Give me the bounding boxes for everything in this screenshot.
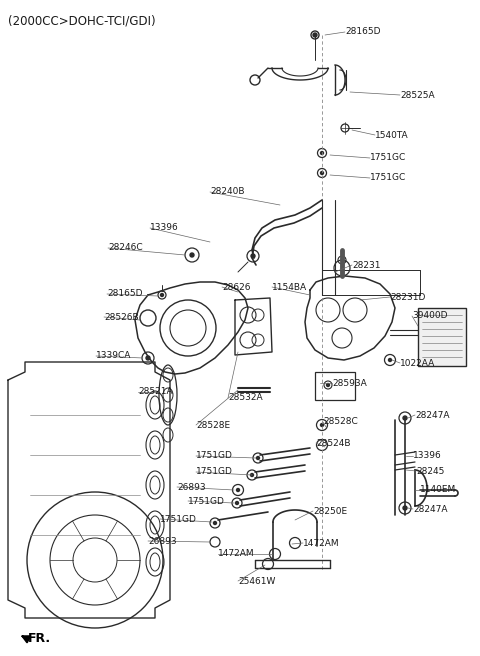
- Text: 1140EM: 1140EM: [420, 485, 456, 495]
- Circle shape: [214, 522, 216, 525]
- Text: 1540TA: 1540TA: [375, 131, 408, 140]
- Circle shape: [237, 489, 240, 491]
- Text: (2000CC>DOHC-TCI/GDI): (2000CC>DOHC-TCI/GDI): [8, 14, 156, 27]
- Text: 28250E: 28250E: [313, 506, 347, 516]
- Text: 28626: 28626: [222, 283, 251, 291]
- Text: 28528C: 28528C: [323, 417, 358, 426]
- Text: 1751GD: 1751GD: [196, 451, 233, 461]
- Text: 28245: 28245: [416, 466, 444, 476]
- Circle shape: [321, 424, 324, 426]
- Text: 1472AM: 1472AM: [303, 539, 340, 548]
- Text: 28593A: 28593A: [332, 379, 367, 388]
- Text: 1339CA: 1339CA: [96, 352, 132, 361]
- Text: 28524B: 28524B: [316, 438, 350, 447]
- Text: 1154BA: 1154BA: [272, 283, 307, 291]
- Text: 28526B: 28526B: [104, 312, 139, 321]
- Text: 28528E: 28528E: [196, 420, 230, 430]
- Circle shape: [388, 358, 392, 361]
- Text: 28240B: 28240B: [210, 188, 244, 197]
- Circle shape: [146, 356, 150, 360]
- Text: 1751GC: 1751GC: [370, 154, 406, 163]
- Circle shape: [326, 384, 329, 386]
- Circle shape: [403, 416, 407, 420]
- Text: FR.: FR.: [28, 632, 51, 644]
- Text: 25461W: 25461W: [238, 577, 276, 586]
- Text: 1751GD: 1751GD: [188, 497, 225, 506]
- Circle shape: [256, 457, 260, 459]
- Circle shape: [313, 33, 317, 37]
- Text: 28165D: 28165D: [107, 289, 143, 298]
- Text: 28231D: 28231D: [390, 293, 425, 302]
- Text: 28247A: 28247A: [415, 411, 449, 419]
- Circle shape: [321, 152, 324, 155]
- Text: 26893: 26893: [177, 483, 205, 491]
- Text: 26893: 26893: [148, 537, 177, 546]
- Text: 13396: 13396: [413, 451, 442, 461]
- Circle shape: [160, 293, 164, 297]
- Text: 28521A: 28521A: [138, 388, 173, 396]
- Circle shape: [251, 474, 253, 476]
- Circle shape: [251, 254, 255, 258]
- Text: 28247A: 28247A: [413, 504, 447, 514]
- Text: 1751GD: 1751GD: [160, 514, 197, 523]
- Text: 28231: 28231: [352, 260, 381, 270]
- Text: 28246C: 28246C: [108, 243, 143, 253]
- Text: 28532A: 28532A: [228, 394, 263, 403]
- Circle shape: [321, 171, 324, 174]
- Text: 1751GC: 1751GC: [370, 173, 406, 182]
- Text: 28525A: 28525A: [400, 91, 434, 100]
- Text: 39400D: 39400D: [412, 312, 447, 321]
- Text: 1472AM: 1472AM: [218, 550, 254, 558]
- Text: 1751GD: 1751GD: [196, 468, 233, 476]
- Text: 28165D: 28165D: [345, 28, 381, 37]
- Circle shape: [236, 501, 239, 504]
- Text: 13396: 13396: [150, 224, 179, 232]
- FancyBboxPatch shape: [418, 308, 466, 366]
- Text: 1022AA: 1022AA: [400, 358, 435, 367]
- Circle shape: [190, 253, 194, 257]
- Circle shape: [403, 506, 407, 510]
